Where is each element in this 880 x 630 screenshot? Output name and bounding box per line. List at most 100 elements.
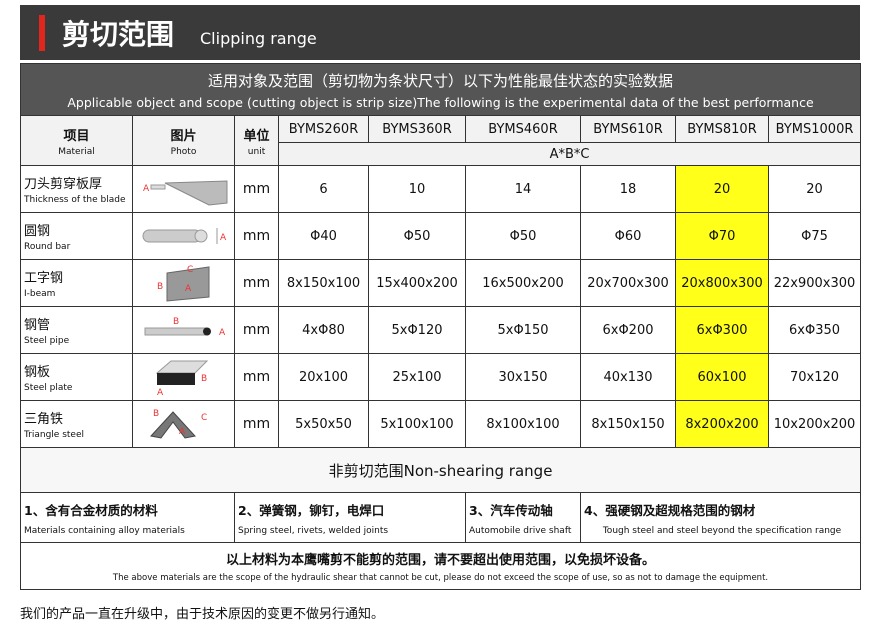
- value-cell: 5x50x50: [278, 400, 369, 448]
- col-unit: 单位 unit: [234, 115, 279, 166]
- col-unit-en: unit: [247, 146, 266, 157]
- title-en: Clipping range: [200, 29, 317, 48]
- material-cell: 圆钢 Round bar: [20, 212, 133, 260]
- unit-cell: mm: [234, 165, 279, 213]
- material-cell: 钢板 Steel plate: [20, 353, 133, 401]
- value-cell: 16x500x200: [465, 259, 581, 307]
- value-cell: 70x120: [767, 353, 862, 401]
- model-header: BYMS610R: [580, 115, 676, 143]
- svg-text:B: B: [153, 409, 159, 419]
- value-cell: 60x100: [675, 353, 769, 401]
- material-en: I-beam: [24, 289, 56, 299]
- intro-en: Applicable object and scope (cutting obj…: [67, 94, 814, 110]
- non-item: 2、弹簧钢，铆钉，电焊口 Spring steel, rivets, welded…: [234, 492, 466, 543]
- svg-text:A: A: [157, 388, 164, 397]
- value-cell: 25x100: [368, 353, 466, 401]
- title-cn: 剪切范围: [62, 18, 175, 51]
- material-cell: 工字钢 I-beam: [20, 259, 133, 307]
- unit-cell: mm: [234, 212, 279, 260]
- i-beam-photo-icon: C B A: [157, 265, 209, 302]
- material-cn: 圆钢: [24, 224, 51, 239]
- svg-text:A: A: [179, 427, 186, 437]
- value-cell: 6xΦ350: [767, 306, 862, 354]
- non-item-en: Automobile drive shaft: [469, 525, 572, 536]
- value-cell: 20x700x300: [580, 259, 676, 307]
- value-cell: 8x150x150: [580, 400, 676, 448]
- svg-text:B: B: [157, 282, 163, 292]
- dim-label: A*B*C: [277, 142, 862, 166]
- value-cell: 8x100x100: [465, 400, 581, 448]
- material-en: Round bar: [24, 242, 71, 252]
- value-cell: 20: [767, 165, 862, 213]
- model-header: BYMS810R: [675, 115, 769, 143]
- title-bar: 剪切范围 Clipping range: [20, 5, 860, 60]
- value-cell: Φ40: [278, 212, 369, 260]
- material-en: Thickness of the blade: [24, 195, 126, 205]
- material-cn: 三角铁: [24, 412, 64, 427]
- value-cell: 18: [580, 165, 676, 213]
- non-item: 4、强硬钢及超规格范围的钢材 Tough steel and steel beyo…: [579, 492, 862, 543]
- col-material-en: Material: [58, 146, 95, 157]
- svg-text:C: C: [187, 265, 193, 275]
- value-cell: 10x200x200: [767, 400, 862, 448]
- photo-cell: A: [132, 212, 235, 260]
- svg-text:B: B: [173, 317, 179, 327]
- non-shearing-title: 非剪切范围Non-shearing range: [19, 447, 862, 493]
- non-item-en: Tough steel and steel beyond the specifi…: [602, 525, 842, 536]
- value-cell: 5x100x100: [368, 400, 466, 448]
- value-cell: 6xΦ300: [675, 306, 769, 354]
- unit-cell: mm: [234, 306, 279, 354]
- value-cell: Φ50: [465, 212, 581, 260]
- non-item-en: Spring steel, rivets, welded joints: [238, 525, 389, 536]
- value-cell: 8x200x200: [675, 400, 769, 448]
- value-cell: 40x130: [580, 353, 676, 401]
- non-item-en: Materials containing alloy materials: [24, 525, 185, 536]
- triangle-steel-photo-icon: B C A: [149, 409, 207, 439]
- material-en: Steel plate: [24, 383, 73, 393]
- model-header: BYMS1000R: [767, 115, 862, 143]
- material-cell: 刀头剪穿板厚 Thickness of the blade: [20, 165, 133, 213]
- col-material-cn: 项目: [63, 128, 90, 144]
- value-cell: 5xΦ120: [368, 306, 466, 354]
- notice: 以上材料为本鹰嘴剪不能剪的范围，请不要超出使用范围，以免损坏设备。 The abo…: [19, 542, 862, 590]
- value-cell: 10: [368, 165, 466, 213]
- col-material: 项目 Material: [20, 115, 133, 166]
- value-cell: 20: [675, 165, 769, 213]
- footer-note: 我们的产品一直在升级中，由于技术原因的变更不做另行通知。: [20, 607, 385, 622]
- unit-cell: mm: [234, 259, 279, 307]
- intro-cell: 适用对象及范围（剪切物为条状尺寸）以下为性能最佳状态的实验数据 Applicab…: [19, 63, 862, 116]
- non-item-cn: 1、含有合金材质的材料: [24, 502, 158, 518]
- col-unit-cn: 单位: [243, 128, 270, 144]
- non-item-cn: 2、弹簧钢，铆钉，电焊口: [238, 502, 385, 518]
- value-cell: 14: [465, 165, 581, 213]
- model-header: BYMS260R: [278, 115, 369, 143]
- value-cell: Φ75: [767, 212, 862, 260]
- value-cell: 30x150: [465, 353, 581, 401]
- round-bar-photo-icon: A: [142, 228, 227, 244]
- material-cell: 钢管 Steel pipe: [20, 306, 133, 354]
- non-item: 3、汽车传动轴 Automobile drive shaft: [465, 492, 581, 543]
- photo-cell: A: [132, 165, 235, 213]
- material-en: Triangle steel: [24, 430, 84, 440]
- non-item: 1、含有合金材质的材料 Materials containing alloy ma…: [20, 492, 235, 543]
- col-photo: 图片 Photo: [132, 115, 235, 166]
- value-cell: 8x150x100: [278, 259, 369, 307]
- material-cn: 工字钢: [24, 271, 64, 286]
- svg-text:A: A: [185, 284, 192, 294]
- steel-plate-photo-icon: BA: [155, 360, 208, 397]
- notice-en: The above materials are the scope of the…: [112, 573, 769, 583]
- svg-text:A: A: [143, 184, 150, 194]
- material-cell: 三角铁 Triangle steel: [20, 400, 133, 448]
- material-cn: 钢管: [24, 318, 51, 333]
- value-cell: 6: [278, 165, 369, 213]
- material-en: Steel pipe: [24, 336, 70, 346]
- model-header: BYMS360R: [368, 115, 466, 143]
- svg-text:A: A: [219, 328, 226, 338]
- col-photo-en: Photo: [170, 146, 197, 157]
- material-cn: 钢板: [24, 365, 51, 380]
